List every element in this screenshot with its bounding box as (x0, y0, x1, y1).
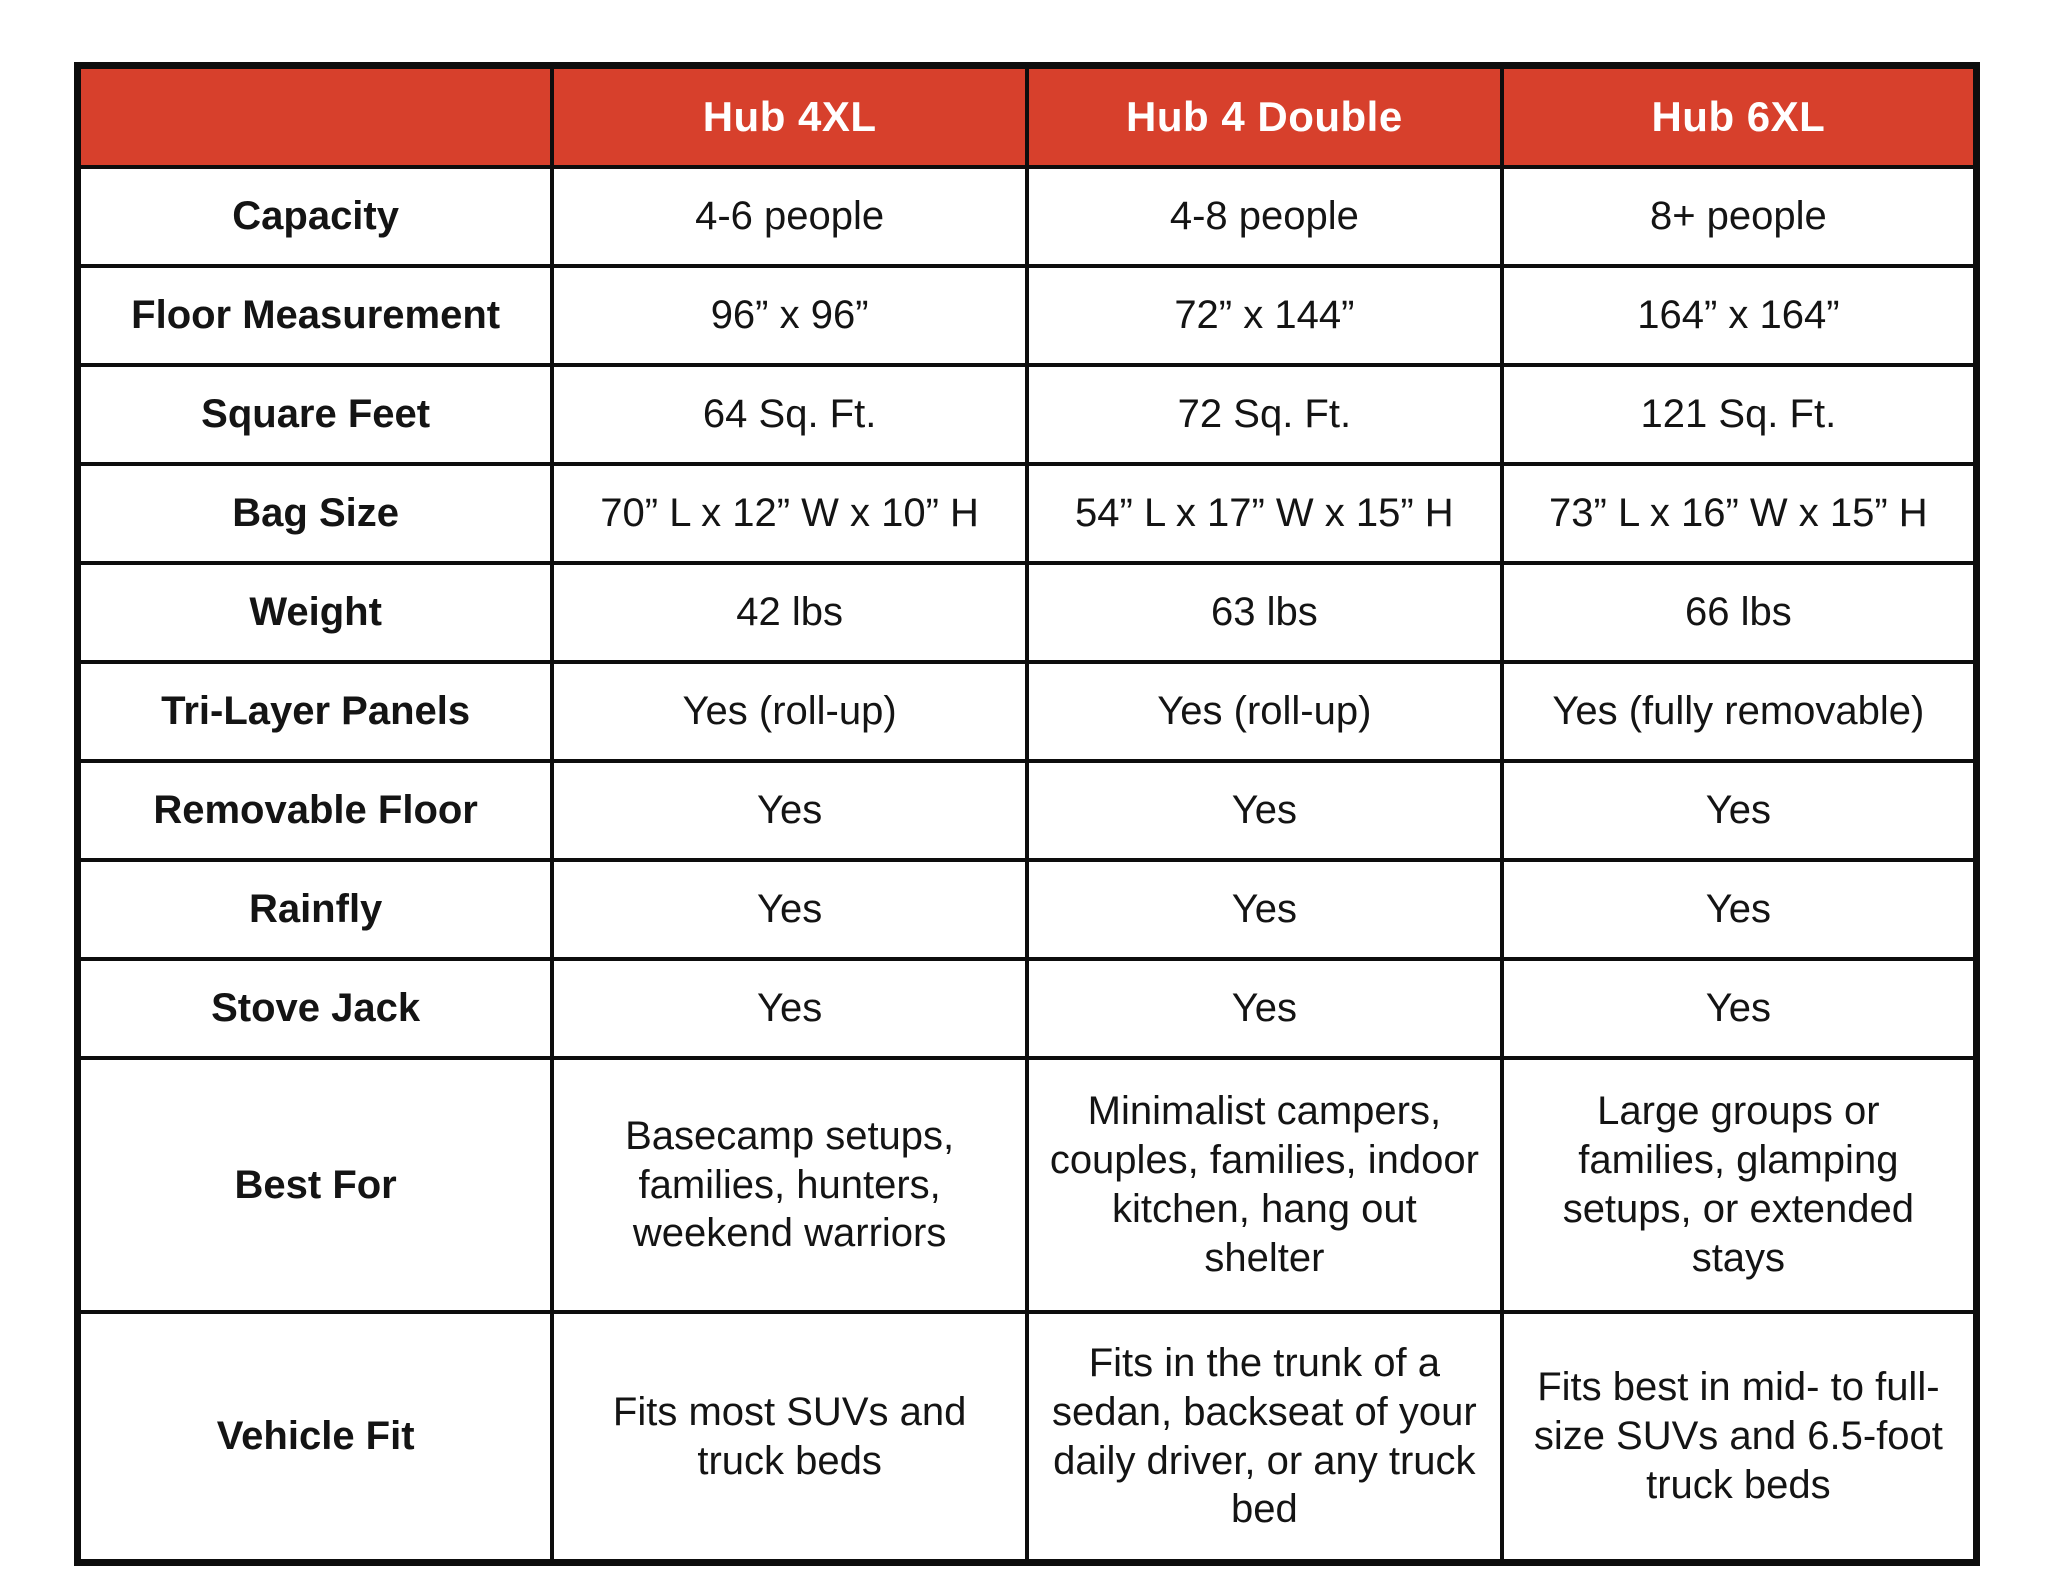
row-label: Square Feet (75, 363, 555, 466)
cell-value: 63 lbs (1025, 561, 1504, 664)
row-label: Floor Measurement (75, 264, 555, 367)
table-row-weight: Weight 42 lbs 63 lbs 66 lbs (75, 561, 1979, 664)
column-header-hub-4-double: Hub 4 Double (1025, 63, 1504, 169)
column-header-hub-6xl: Hub 6XL (1499, 63, 1979, 169)
cell-value: Yes (roll-up) (1025, 660, 1504, 763)
cell-value: Yes (1025, 858, 1504, 961)
column-header-hub-4xl: Hub 4XL (550, 63, 1029, 169)
tent-comparison-table: Hub 4XL Hub 4 Double Hub 6XL Capacity 4-… (74, 62, 1980, 1566)
cell-value: 72” x 144” (1025, 264, 1504, 367)
cell-value: 42 lbs (550, 561, 1029, 664)
row-label: Best For (75, 1056, 555, 1314)
table-row-square-feet: Square Feet 64 Sq. Ft. 72 Sq. Ft. 121 Sq… (75, 363, 1979, 466)
table-row-tri-layer-panels: Tri-Layer Panels Yes (roll-up) Yes (roll… (75, 660, 1979, 763)
corner-header-cell (75, 63, 555, 169)
cell-value: Yes (550, 957, 1029, 1060)
cell-value: Fits most SUVs and truck beds (550, 1310, 1029, 1565)
cell-value: 72 Sq. Ft. (1025, 363, 1504, 466)
row-label: Capacity (75, 165, 555, 268)
cell-value: Minimalist campers, couples, families, i… (1025, 1056, 1504, 1314)
cell-value: 4-8 people (1025, 165, 1504, 268)
row-label: Removable Floor (75, 759, 555, 862)
cell-value: Basecamp setups, families, hunters, week… (550, 1056, 1029, 1314)
cell-value: Yes (550, 858, 1029, 961)
cell-value: 8+ people (1499, 165, 1979, 268)
cell-value: Large groups or families, glamping setup… (1499, 1056, 1979, 1314)
row-label: Weight (75, 561, 555, 664)
cell-value: 66 lbs (1499, 561, 1979, 664)
table-row-vehicle-fit: Vehicle Fit Fits most SUVs and truck bed… (75, 1310, 1979, 1565)
table-row-floor-measurement: Floor Measurement 96” x 96” 72” x 144” 1… (75, 264, 1979, 367)
table-row-best-for: Best For Basecamp setups, families, hunt… (75, 1056, 1979, 1314)
table-row-stove-jack: Stove Jack Yes Yes Yes (75, 957, 1979, 1060)
cell-value: Fits in the trunk of a sedan, backseat o… (1025, 1310, 1504, 1565)
cell-value: 164” x 164” (1499, 264, 1979, 367)
cell-value: Yes (1499, 957, 1979, 1060)
row-label: Bag Size (75, 462, 555, 565)
row-label: Rainfly (75, 858, 555, 961)
cell-value: Yes (roll-up) (550, 660, 1029, 763)
cell-value: Yes (1025, 957, 1504, 1060)
row-label: Tri-Layer Panels (75, 660, 555, 763)
cell-value: Fits best in mid- to full-size SUVs and … (1499, 1310, 1979, 1565)
cell-value: Yes (fully removable) (1499, 660, 1979, 763)
row-label: Stove Jack (75, 957, 555, 1060)
table-row-removable-floor: Removable Floor Yes Yes Yes (75, 759, 1979, 862)
cell-value: Yes (1025, 759, 1504, 862)
cell-value: Yes (550, 759, 1029, 862)
table-row-bag-size: Bag Size 70” L x 12” W x 10” H 54” L x 1… (75, 462, 1979, 565)
table-row-capacity: Capacity 4-6 people 4-8 people 8+ people (75, 165, 1979, 268)
cell-value: Yes (1499, 759, 1979, 862)
cell-value: 54” L x 17” W x 15” H (1025, 462, 1504, 565)
cell-value: Yes (1499, 858, 1979, 961)
cell-value: 70” L x 12” W x 10” H (550, 462, 1029, 565)
cell-value: 96” x 96” (550, 264, 1029, 367)
cell-value: 64 Sq. Ft. (550, 363, 1029, 466)
table-row-rainfly: Rainfly Yes Yes Yes (75, 858, 1979, 961)
cell-value: 121 Sq. Ft. (1499, 363, 1979, 466)
cell-value: 4-6 people (550, 165, 1029, 268)
table-header-row: Hub 4XL Hub 4 Double Hub 6XL (75, 63, 1979, 169)
row-label: Vehicle Fit (75, 1310, 555, 1565)
cell-value: 73” L x 16” W x 15” H (1499, 462, 1979, 565)
